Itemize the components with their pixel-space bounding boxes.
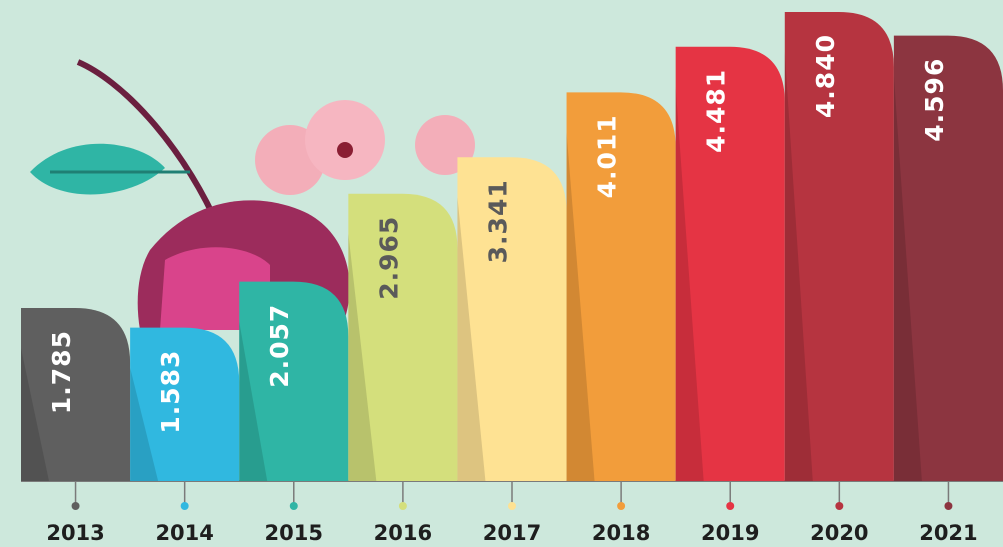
value-label: 4.596: [920, 58, 949, 142]
x-tick-label: 2020: [810, 521, 868, 545]
bar: [239, 281, 349, 481]
bar-shade: [348, 233, 377, 481]
x-tick-label: 2014: [155, 521, 213, 545]
blossom-center: [337, 142, 353, 158]
x-tick-label: 2017: [483, 521, 541, 545]
bar: [566, 92, 676, 482]
bar: [130, 327, 240, 481]
bar-shade: [130, 367, 159, 481]
bar-shade: [566, 132, 595, 481]
bar: [675, 46, 785, 482]
bar: [348, 193, 458, 481]
leaf: [30, 143, 165, 195]
value-label: 2.057: [265, 304, 294, 388]
bar-shade: [21, 348, 49, 481]
bar-shade: [675, 86, 704, 481]
x-tick-label: 2016: [374, 521, 432, 545]
tick-dot: [398, 502, 407, 510]
value-label: 4.011: [593, 114, 622, 198]
stem: [76, 59, 223, 232]
value-label: 1.583: [156, 350, 185, 434]
value-label: 4.840: [811, 34, 840, 118]
value-label: 4.481: [702, 69, 731, 153]
x-tick-label: 2021: [919, 521, 977, 545]
bar-shade: [239, 321, 268, 481]
value-label: 2.965: [374, 216, 403, 300]
tick-dot: [944, 502, 953, 510]
blossom: [305, 100, 385, 180]
bar-shade: [457, 197, 486, 481]
bar: [457, 157, 567, 481]
value-label: 3.341: [483, 179, 512, 263]
tick-dot: [835, 502, 844, 510]
x-tick-label: 2015: [265, 521, 323, 545]
tick-dot: [289, 502, 298, 510]
tick-dot: [726, 502, 735, 510]
bar: [784, 12, 894, 481]
tick-dot: [71, 502, 80, 510]
x-tick-label: 2019: [701, 521, 759, 545]
bar: [893, 35, 1003, 482]
value-label: 1.785: [47, 330, 76, 414]
tick-dot: [508, 502, 516, 510]
bar-shade: [893, 75, 922, 481]
tick-dot: [180, 502, 189, 510]
x-tick-label: 2018: [592, 521, 650, 545]
bar-shade: [784, 52, 813, 481]
bar: [21, 308, 131, 481]
x-tick-label: 2013: [46, 521, 104, 545]
tick-dot: [617, 502, 626, 510]
